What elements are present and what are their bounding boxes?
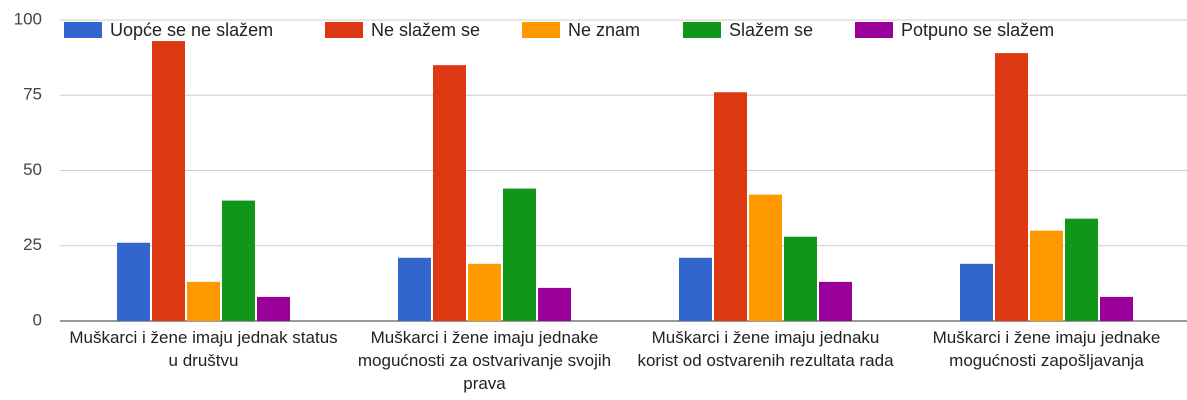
bar (257, 296, 290, 321)
bar (1030, 230, 1063, 321)
legend-label: Potpuno se slažem (901, 20, 1054, 40)
legend-swatch (522, 22, 560, 38)
x-tick-label: Muškarci i žene imaju jednak status u dr… (69, 328, 338, 370)
legend-label: Uopće se ne slažem (110, 20, 273, 40)
legend-swatch (64, 22, 102, 38)
legend-swatch (855, 22, 893, 38)
legend-label: Ne slažem se (371, 20, 480, 40)
x-tick-label: Muškarci i žene imaju jednake mogućnosti… (932, 328, 1161, 370)
bar (538, 287, 571, 321)
bar (187, 281, 220, 321)
bar (960, 263, 993, 321)
y-tick-label: 50 (23, 160, 42, 179)
y-tick-label: 100 (14, 9, 42, 28)
x-tick-label: Muškarci i žene imaju jednake mogućnosti… (357, 328, 612, 393)
bar (222, 200, 255, 321)
bar (1100, 296, 1133, 321)
bar (503, 188, 536, 321)
legend-swatch (325, 22, 363, 38)
bar (152, 41, 185, 321)
legend-label: Slažem se (729, 20, 813, 40)
y-tick-label: 0 (33, 310, 42, 329)
bar (749, 194, 782, 321)
bar (679, 257, 712, 321)
bar (1065, 218, 1098, 321)
x-tick-label: Muškarci i žene imaju jednaku korist od … (637, 328, 894, 370)
bar (398, 257, 431, 321)
legend-label: Ne znam (568, 20, 640, 40)
bar (714, 92, 747, 322)
bar (468, 263, 501, 321)
bar (995, 53, 1028, 322)
bar (819, 281, 852, 321)
y-tick-label: 25 (23, 235, 42, 254)
bar (117, 242, 150, 321)
legend-swatch (683, 22, 721, 38)
bar (784, 236, 817, 321)
y-tick-label: 75 (23, 85, 42, 104)
bar (433, 65, 466, 322)
